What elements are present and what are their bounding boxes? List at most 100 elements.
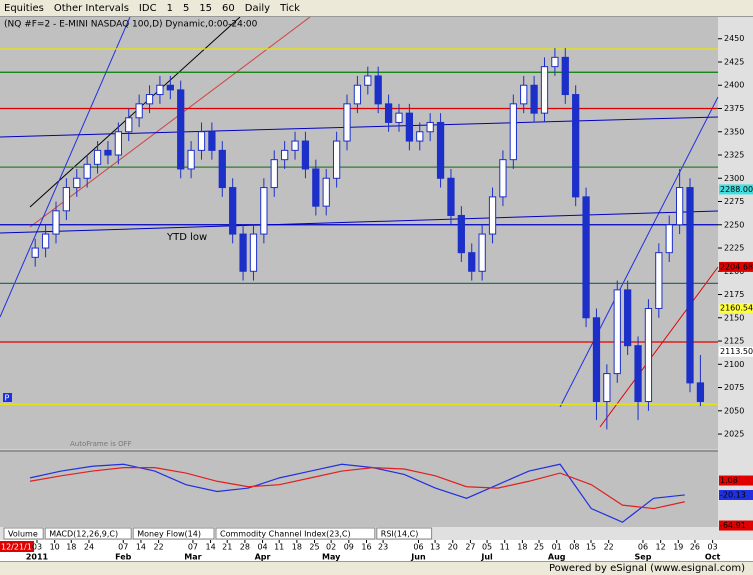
candle-body	[187, 149, 195, 170]
candle-body	[572, 94, 580, 198]
candle-body	[478, 233, 486, 272]
trendline	[599, 266, 719, 428]
x-tick-label: 18	[517, 543, 527, 552]
price-label: -64.91	[720, 521, 746, 530]
candle-body	[125, 117, 133, 133]
candle-body	[52, 210, 60, 235]
tab-label[interactable]: Volume	[8, 530, 38, 539]
x-tick-label: 19	[673, 543, 683, 552]
candle-body	[145, 94, 154, 105]
tab-label[interactable]: RSI(14,C)	[381, 530, 419, 539]
candle-body	[488, 196, 497, 235]
y-tick-label: 2325	[724, 151, 744, 160]
candle-body	[239, 233, 247, 272]
y-tick-label: 2100	[724, 360, 744, 369]
x-tick-label: 21	[222, 543, 232, 552]
candle-body	[374, 75, 382, 105]
candle-body	[208, 131, 216, 151]
toolbar-button[interactable]: Daily	[244, 2, 271, 14]
tab[interactable]	[44, 527, 132, 540]
month-label: Jul	[480, 553, 493, 562]
candle-body	[343, 103, 351, 142]
x-tick-label: 16	[361, 543, 371, 552]
candle-body	[468, 252, 476, 272]
candle-body	[561, 56, 569, 96]
status-bar: Powered by eSignal (www.esignal.com)	[0, 561, 753, 575]
tab-label[interactable]: Money Flow(14)	[137, 530, 201, 539]
x-tick-label: 13	[430, 543, 440, 552]
candle-body	[177, 89, 185, 170]
chart-title: (NQ #F=2 - E-MINI NASDAQ 100,D) Dynamic,…	[4, 20, 258, 30]
price-label: 1.08	[720, 476, 738, 485]
candle-body	[291, 140, 299, 151]
candle-body	[260, 187, 268, 235]
x-tick-label: 06	[413, 543, 423, 552]
candle-body	[395, 112, 403, 123]
month-label: Jun	[410, 553, 426, 562]
date-axis-bg	[0, 540, 753, 561]
toolbar-button[interactable]: IDC	[138, 2, 157, 14]
month-label: 2011	[26, 553, 49, 562]
toolbar-button[interactable]: 60	[222, 2, 235, 14]
toolbar-button[interactable]: Other Intervals	[53, 2, 129, 14]
candle-body	[520, 84, 528, 105]
toolbar-button[interactable]: Equities	[4, 2, 44, 14]
candle-body	[41, 233, 50, 249]
x-tick-label: 18	[292, 543, 302, 552]
macd-bg	[0, 452, 718, 532]
candle-body	[93, 149, 102, 165]
candle-body	[696, 382, 705, 402]
x-tick-label: 05	[482, 543, 492, 552]
candle-body	[540, 66, 549, 114]
tab[interactable]	[215, 527, 376, 540]
date-box	[0, 541, 34, 552]
month-label: Mar	[184, 553, 201, 562]
x-tick-label: 22	[154, 543, 164, 552]
candle-body	[31, 247, 39, 258]
candle-body	[405, 112, 414, 142]
y-tick-label: 2025	[724, 430, 744, 439]
candle-body	[62, 187, 71, 212]
price-label-box	[719, 489, 753, 500]
candle-body	[436, 121, 445, 179]
toolbar-button[interactable]: 5	[182, 2, 190, 14]
candle-body	[332, 140, 341, 179]
candle-body	[322, 177, 330, 207]
x-tick-label: 12	[656, 543, 666, 552]
price-label-box	[719, 346, 753, 357]
tab[interactable]	[376, 527, 433, 540]
x-tick-label: 20	[448, 543, 458, 552]
x-tick-label: 01	[552, 543, 562, 552]
tab[interactable]	[132, 527, 215, 540]
price-label: 2113.50	[720, 347, 753, 356]
candle-body	[499, 159, 507, 198]
toolbar-button[interactable]: 1	[166, 2, 173, 14]
price-label-box	[719, 302, 753, 313]
tab[interactable]	[3, 527, 44, 540]
y-tick-label: 2400	[724, 81, 744, 90]
trendline	[559, 96, 719, 408]
candle-body	[229, 187, 237, 235]
start-date: 12/21/10	[1, 543, 37, 552]
x-tick-label: 14	[136, 543, 146, 552]
tab-label[interactable]: MACD(12,26,9,C)	[49, 530, 118, 539]
annotation: P	[5, 394, 10, 403]
y-tick-label: 2275	[724, 197, 744, 206]
x-tick-label: 03	[32, 543, 42, 552]
candle-body	[270, 159, 278, 189]
x-tick-label: 18	[66, 543, 76, 552]
y-tick-label: 2125	[724, 337, 744, 346]
x-tick-label: 25	[309, 543, 319, 552]
price-label-box	[719, 261, 753, 272]
x-tick-label: 04	[257, 543, 267, 552]
candle-body	[457, 214, 465, 254]
candle-body	[384, 103, 393, 123]
x-tick-label: 03	[708, 543, 718, 552]
tab-label[interactable]: Commodity Channel Index(23,C)	[220, 530, 351, 539]
candle-body	[686, 187, 694, 384]
candle-body	[530, 84, 538, 114]
toolbar-button[interactable]: 15	[199, 2, 213, 14]
x-tick-label: 11	[500, 543, 510, 552]
toolbar-button[interactable]: Tick	[280, 2, 300, 14]
